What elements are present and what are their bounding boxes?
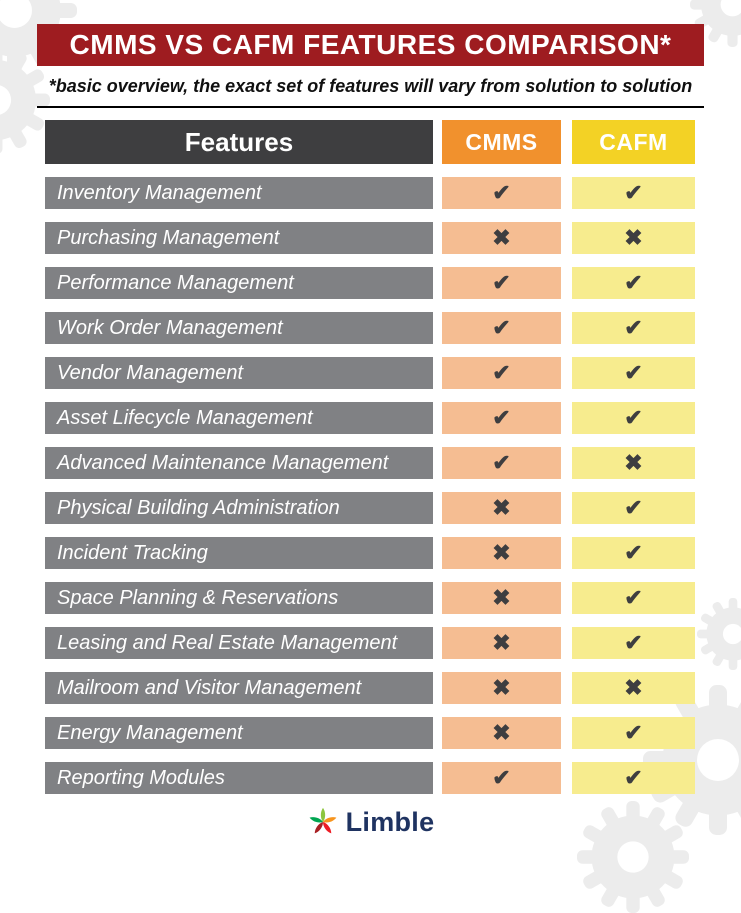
- footer-logo: Limble: [37, 806, 704, 838]
- table-row: Mailroom and Visitor Management ✖ ✖: [45, 672, 695, 704]
- cmms-mark: ✖: [442, 537, 561, 569]
- table-row: Physical Building Administration ✖ ✔: [45, 492, 695, 524]
- cmms-mark: ✔: [442, 447, 561, 479]
- table-row: Asset Lifecycle Management ✔ ✔: [45, 402, 695, 434]
- brand-name: Limble: [345, 806, 435, 837]
- feature-label: Performance Management: [45, 267, 433, 299]
- table-row: Work Order Management ✔ ✔: [45, 312, 695, 344]
- feature-label: Vendor Management: [45, 357, 433, 389]
- cmms-mark: ✖: [442, 717, 561, 749]
- cmms-mark: ✔: [442, 762, 561, 794]
- cafm-mark: ✔: [572, 312, 695, 344]
- cafm-mark: ✖: [572, 447, 695, 479]
- cafm-mark: ✔: [572, 492, 695, 524]
- table-row: Vendor Management ✔ ✔: [45, 357, 695, 389]
- cafm-mark: ✔: [572, 717, 695, 749]
- cafm-mark: ✔: [572, 582, 695, 614]
- table-row: Reporting Modules ✔ ✔: [45, 762, 695, 794]
- infographic: CMMS VS CAFM FEATURES COMPARISON* *basic…: [37, 0, 704, 838]
- comparison-table: Features CMMS CAFM Inventory Management …: [37, 120, 704, 794]
- cmms-mark: ✔: [442, 402, 561, 434]
- cmms-mark: ✔: [442, 267, 561, 299]
- table-row: Inventory Management ✔ ✔: [45, 177, 695, 209]
- cmms-mark: ✖: [442, 627, 561, 659]
- cmms-mark: ✔: [442, 177, 561, 209]
- table-header-row: Features CMMS CAFM: [45, 120, 695, 164]
- feature-label: Space Planning & Reservations: [45, 582, 433, 614]
- cafm-mark: ✔: [572, 537, 695, 569]
- table-row: Purchasing Management ✖ ✖: [45, 222, 695, 254]
- cafm-mark: ✔: [572, 177, 695, 209]
- feature-label: Mailroom and Visitor Management: [45, 672, 433, 704]
- cafm-mark: ✔: [572, 627, 695, 659]
- cafm-mark: ✔: [572, 762, 695, 794]
- cmms-mark: ✔: [442, 312, 561, 344]
- table-row: Performance Management ✔ ✔: [45, 267, 695, 299]
- cafm-mark: ✔: [572, 402, 695, 434]
- column-header-features: Features: [45, 120, 433, 164]
- table-row: Leasing and Real Estate Management ✖ ✔: [45, 627, 695, 659]
- table-row: Energy Management ✖ ✔: [45, 717, 695, 749]
- feature-label: Work Order Management: [45, 312, 433, 344]
- feature-label: Reporting Modules: [45, 762, 433, 794]
- table-row: Advanced Maintenance Management ✔ ✖: [45, 447, 695, 479]
- cmms-mark: ✔: [442, 357, 561, 389]
- feature-label: Purchasing Management: [45, 222, 433, 254]
- feature-label: Physical Building Administration: [45, 492, 433, 524]
- page-title: CMMS VS CAFM FEATURES COMPARISON*: [69, 29, 672, 60]
- cmms-mark: ✖: [442, 582, 561, 614]
- feature-label: Advanced Maintenance Management: [45, 447, 433, 479]
- cafm-mark: ✖: [572, 222, 695, 254]
- limble-pinwheel-icon: [309, 807, 336, 834]
- column-header-cmms: CMMS: [442, 120, 561, 164]
- feature-label: Incident Tracking: [45, 537, 433, 569]
- cafm-mark: ✔: [572, 357, 695, 389]
- cafm-mark: ✖: [572, 672, 695, 704]
- feature-label: Energy Management: [45, 717, 433, 749]
- cafm-mark: ✔: [572, 267, 695, 299]
- table-row: Incident Tracking ✖ ✔: [45, 537, 695, 569]
- cmms-mark: ✖: [442, 222, 561, 254]
- cmms-mark: ✖: [442, 492, 561, 524]
- feature-label: Asset Lifecycle Management: [45, 402, 433, 434]
- table-row: Space Planning & Reservations ✖ ✔: [45, 582, 695, 614]
- feature-label: Inventory Management: [45, 177, 433, 209]
- cmms-mark: ✖: [442, 672, 561, 704]
- subtitle: *basic overview, the exact set of featur…: [37, 76, 704, 108]
- feature-label: Leasing and Real Estate Management: [45, 627, 433, 659]
- title-banner: CMMS VS CAFM FEATURES COMPARISON*: [37, 24, 704, 66]
- column-header-cafm: CAFM: [572, 120, 695, 164]
